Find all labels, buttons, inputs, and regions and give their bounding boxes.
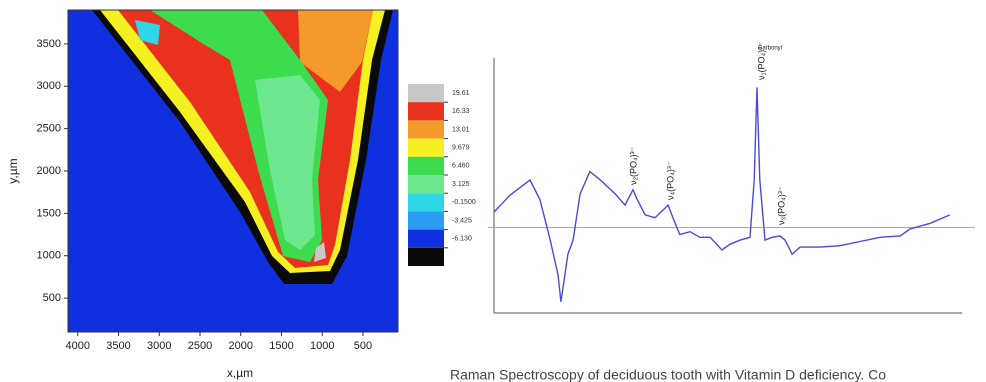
caption: Raman Spectroscopy of deciduous tooth wi…	[450, 367, 886, 382]
colorbar-swatch	[408, 211, 444, 230]
x-tick-label: 4000	[66, 340, 90, 352]
x-tick-label: 3000	[147, 340, 171, 352]
x-tick-label: 3500	[106, 340, 130, 352]
contour-region	[298, 10, 373, 92]
colorbar-label: 13.01	[452, 126, 470, 133]
x-tick-label: 1500	[269, 340, 293, 352]
colorbar-label: -0.1500	[452, 199, 476, 206]
x-tick-label: 1000	[310, 340, 334, 352]
y-tick-label: 1000	[37, 250, 61, 262]
colorbar-swatch	[408, 84, 444, 103]
colorbar-label: -6.130	[452, 236, 472, 243]
y-tick-label: 2000	[37, 165, 61, 177]
colorbar-swatch	[408, 102, 444, 121]
colorbar-swatch	[408, 229, 444, 248]
x-tick-label: 2000	[228, 340, 252, 352]
colorbar-swatch	[408, 120, 444, 139]
colorbar-swatch	[408, 247, 444, 266]
y-tick-label: 500	[43, 292, 61, 304]
x-tick-label: 2500	[188, 340, 212, 352]
colorbar-label: 3.125	[452, 181, 470, 188]
x-axis-label: x,µm	[227, 366, 253, 380]
x-tick-label: 500	[354, 340, 372, 352]
colorbar-label: -3.425	[452, 217, 472, 224]
colorbar-label: 9.679	[452, 145, 470, 152]
y-axis-label: y,µm	[6, 158, 20, 183]
colorbar-swatch	[408, 138, 444, 157]
annotation: ν₄(PO₄)³⁻	[665, 161, 675, 200]
colorbar-label: 19.61	[452, 90, 470, 97]
contour-region	[314, 242, 326, 262]
y-tick-label: 2500	[37, 123, 61, 135]
annotation: ν₃(PO₄)³⁻	[776, 186, 786, 225]
contour-map	[67, 9, 399, 333]
annotation: Carbonyl	[758, 46, 782, 52]
y-tick-label: 3500	[37, 38, 61, 50]
colorbar-label: 6.460	[452, 163, 470, 170]
annotation: ν₁(PO₄)³⁻	[756, 42, 766, 80]
annotation: ν₂(PO₄)³⁻	[628, 146, 638, 185]
colorbar-label: 16.33	[452, 108, 470, 115]
y-tick-label: 3000	[37, 80, 61, 92]
colorbar-swatch	[408, 193, 444, 212]
spectrum-line	[493, 87, 951, 302]
colorbar-swatch	[408, 175, 444, 194]
contour-region	[255, 75, 320, 250]
contour-region	[135, 20, 160, 45]
colorbar-swatch	[408, 156, 444, 175]
y-tick-label: 1500	[37, 207, 61, 219]
